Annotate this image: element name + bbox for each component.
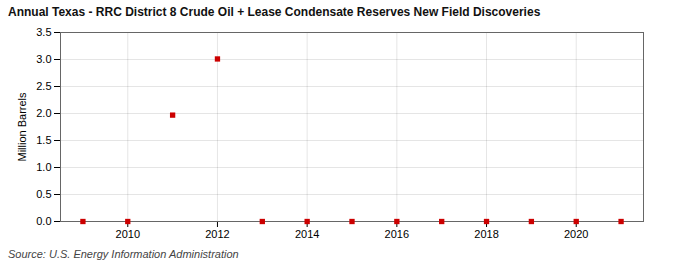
svg-text:2.5: 2.5 <box>36 80 51 92</box>
html-text:Source: U.S. Energy Informatio: Source: U.S. Energy Information Administ… <box>8 248 239 260</box>
svg-text:2.0: 2.0 <box>36 107 51 119</box>
svg-text:2014: 2014 <box>295 228 319 240</box>
html-text:Annual Texas - RRC District 8: Annual Texas - RRC District 8 Crude Oil … <box>8 5 541 19</box>
svg-text:0.0: 0.0 <box>36 215 51 227</box>
svg-text:3.5: 3.5 <box>36 26 51 38</box>
svg-text:2010: 2010 <box>116 228 140 240</box>
svg-text:1.0: 1.0 <box>36 161 51 173</box>
svg-text:2012: 2012 <box>205 228 229 240</box>
svg-text:0.5: 0.5 <box>36 188 51 200</box>
svg-text:2016: 2016 <box>385 228 409 240</box>
svg-text:Million Barrels: Million Barrels <box>16 92 28 162</box>
svg-text:2020: 2020 <box>564 228 588 240</box>
svg-text:2018: 2018 <box>474 228 498 240</box>
svg-text:3.0: 3.0 <box>36 53 51 65</box>
svg-text:1.5: 1.5 <box>36 134 51 146</box>
